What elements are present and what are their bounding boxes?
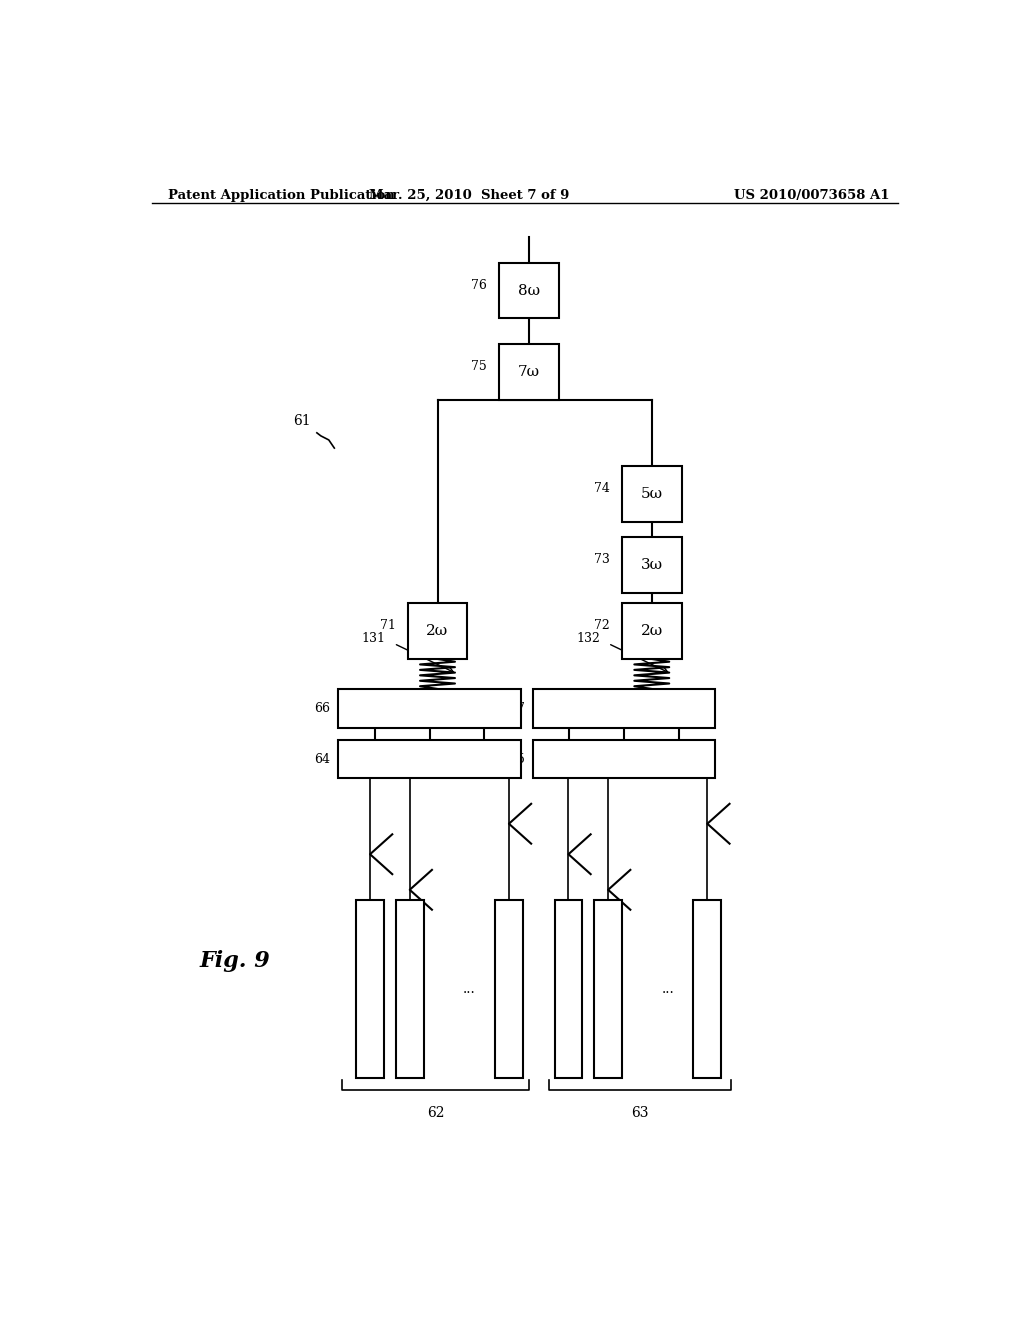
Text: 76: 76 (471, 279, 487, 292)
Bar (532, 689, 716, 727)
Text: ...: ... (463, 982, 475, 997)
Text: 63: 63 (631, 1106, 648, 1119)
Text: 75: 75 (471, 360, 487, 374)
Text: 7ω: 7ω (518, 364, 540, 379)
Text: 131: 131 (361, 632, 386, 645)
Text: ...: ... (662, 982, 674, 997)
Text: ω0−(3/5)(m−1)Δω: ω0−(3/5)(m−1)Δω (703, 950, 712, 1028)
Bar (622, 603, 682, 659)
Bar (499, 345, 558, 400)
Bar (555, 900, 583, 1078)
Text: 73: 73 (594, 553, 610, 566)
Text: 61: 61 (293, 413, 310, 428)
Bar (338, 689, 521, 727)
Bar (594, 900, 622, 1078)
Text: US 2010/0073658 A1: US 2010/0073658 A1 (734, 189, 890, 202)
Text: 62: 62 (427, 1106, 444, 1119)
Bar (622, 537, 682, 593)
Text: Mar. 25, 2010  Sheet 7 of 9: Mar. 25, 2010 Sheet 7 of 9 (369, 189, 569, 202)
Text: 71: 71 (380, 619, 396, 632)
Text: 5ω: 5ω (641, 487, 663, 500)
Text: ω0: ω0 (564, 983, 572, 995)
Text: ω0+Δω: ω0+Δω (406, 973, 414, 1006)
Text: ω0−(3/5)Δω: ω0−(3/5)Δω (604, 964, 612, 1015)
Bar (338, 739, 521, 779)
Text: 74: 74 (594, 482, 610, 495)
Text: ω0+(m-1)Δω: ω0+(m-1)Δω (505, 962, 513, 1016)
Text: 65: 65 (509, 752, 524, 766)
Text: 67: 67 (509, 702, 524, 714)
Bar (356, 900, 384, 1078)
Text: ω0: ω0 (366, 983, 374, 995)
Text: 66: 66 (314, 702, 331, 714)
Bar (495, 900, 523, 1078)
Text: 132: 132 (577, 632, 600, 645)
Bar (396, 900, 424, 1078)
Bar (532, 739, 716, 779)
Text: Fig. 9: Fig. 9 (200, 949, 270, 972)
Text: 64: 64 (314, 752, 331, 766)
Bar (408, 603, 467, 659)
Text: 2ω: 2ω (641, 624, 663, 638)
Text: 2ω: 2ω (426, 624, 449, 638)
Text: 3ω: 3ω (641, 558, 663, 572)
Text: 8ω: 8ω (518, 284, 540, 297)
Bar (499, 263, 558, 318)
Text: Patent Application Publication: Patent Application Publication (168, 189, 394, 202)
Text: 72: 72 (594, 619, 610, 632)
Bar (622, 466, 682, 521)
Bar (693, 900, 721, 1078)
